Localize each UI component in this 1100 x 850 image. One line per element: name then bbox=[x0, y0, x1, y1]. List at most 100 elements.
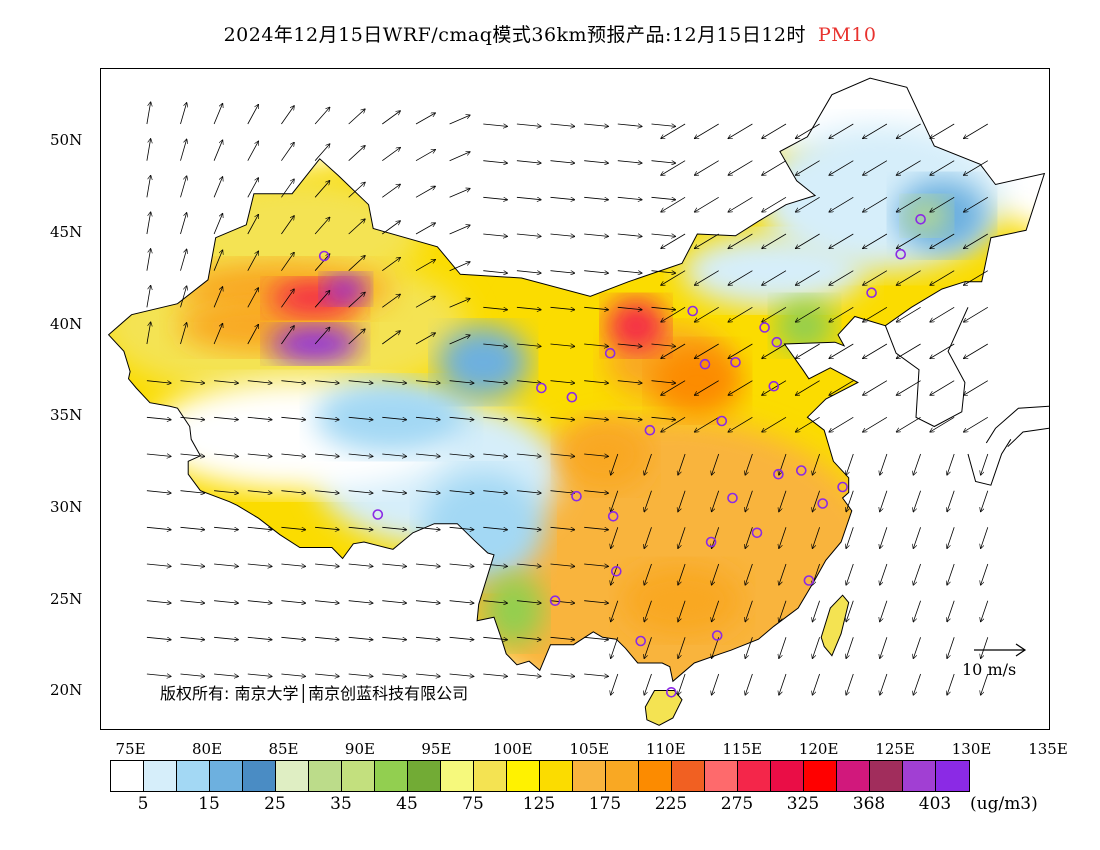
wind-vector bbox=[483, 636, 507, 639]
legend-swatch bbox=[771, 761, 804, 791]
wind-vector bbox=[213, 140, 222, 161]
wind-vector bbox=[779, 600, 787, 622]
wind-vector bbox=[516, 343, 541, 346]
color-legend bbox=[110, 760, 970, 792]
wind-vector bbox=[695, 380, 719, 395]
wind-vector bbox=[146, 526, 171, 529]
wind-vector bbox=[214, 416, 238, 419]
city-site-marker bbox=[727, 492, 738, 504]
wind-vector bbox=[829, 123, 854, 138]
wind-vector bbox=[947, 673, 955, 695]
wind-vector bbox=[745, 490, 753, 512]
wind-vector bbox=[796, 160, 820, 175]
concentration-blob bbox=[620, 564, 744, 638]
wind-vector bbox=[762, 123, 787, 138]
wind-vector bbox=[247, 636, 272, 639]
wind-vector bbox=[813, 453, 820, 475]
wind-vector bbox=[617, 270, 642, 273]
wind-vector bbox=[829, 160, 854, 175]
wind-vector bbox=[651, 416, 676, 419]
legend-label: 15 bbox=[198, 794, 220, 814]
wind-vector bbox=[964, 160, 989, 175]
wind-vector bbox=[449, 299, 470, 308]
wind-vector bbox=[415, 673, 440, 676]
wind-vector bbox=[247, 673, 272, 676]
wind-vector bbox=[678, 490, 686, 512]
wind-vector bbox=[483, 453, 507, 456]
wind-vector bbox=[146, 176, 151, 198]
concentration-blob bbox=[422, 472, 545, 583]
wind-vector bbox=[146, 102, 151, 125]
longitude-label: 115E bbox=[722, 740, 762, 758]
wind-vector bbox=[762, 270, 787, 285]
wind-vector bbox=[651, 233, 676, 236]
latitude-label: 40N bbox=[50, 314, 83, 333]
wind-vector bbox=[180, 453, 205, 456]
wind-vector bbox=[745, 600, 753, 622]
wind-vector bbox=[483, 196, 507, 199]
wind-vector bbox=[712, 563, 720, 585]
wind-vector bbox=[678, 673, 686, 695]
wind-vector bbox=[281, 216, 294, 235]
wind-vector bbox=[762, 380, 787, 395]
wind-vector bbox=[880, 490, 888, 512]
wind-vector bbox=[617, 123, 642, 126]
wind-vector bbox=[813, 527, 820, 548]
wind-vector bbox=[213, 177, 222, 198]
wind-vector bbox=[281, 490, 305, 493]
wind-vector bbox=[314, 254, 330, 271]
wind-vector bbox=[728, 380, 753, 395]
city-site-marker bbox=[604, 347, 616, 359]
wind-vector bbox=[550, 600, 575, 603]
wind-vector bbox=[415, 150, 435, 162]
wind-vector bbox=[779, 563, 787, 585]
wind-vector bbox=[146, 453, 171, 456]
wind-vector bbox=[813, 673, 820, 695]
longitude-label: 95E bbox=[421, 740, 452, 758]
wind-vector bbox=[550, 233, 575, 236]
wind-vector bbox=[695, 343, 719, 358]
legend-swatch bbox=[738, 761, 771, 791]
concentration-blob bbox=[682, 234, 866, 308]
wind-vector bbox=[449, 115, 470, 125]
wind-vector bbox=[382, 380, 406, 383]
wind-vector bbox=[863, 270, 888, 285]
wind-vector bbox=[728, 196, 753, 212]
wind-vector bbox=[348, 526, 373, 529]
wind-vector bbox=[846, 673, 854, 695]
wind-vector bbox=[247, 453, 272, 456]
wind-vector bbox=[964, 196, 989, 212]
wind-vector bbox=[281, 326, 294, 345]
coastline bbox=[884, 307, 969, 428]
wind-vector bbox=[745, 637, 753, 658]
wind-vector bbox=[981, 563, 989, 585]
wind-vector bbox=[728, 343, 753, 358]
wind-vector bbox=[382, 490, 406, 493]
island-outline bbox=[820, 594, 850, 657]
wind-vector bbox=[678, 527, 686, 548]
wind-vector bbox=[584, 270, 608, 273]
wind-vector bbox=[728, 416, 753, 432]
concentration-blob bbox=[903, 197, 950, 235]
wind-vector bbox=[644, 600, 652, 622]
legend-swatch bbox=[837, 761, 870, 791]
wind-vector bbox=[846, 600, 854, 622]
wind-vector bbox=[617, 233, 642, 236]
wind-vectors bbox=[146, 102, 989, 695]
wind-vector bbox=[661, 196, 686, 212]
wind-vector bbox=[897, 196, 921, 212]
wind-vector bbox=[449, 563, 474, 566]
wind-vector bbox=[483, 600, 507, 603]
wind-vector bbox=[382, 221, 400, 235]
wind-vector bbox=[728, 160, 753, 175]
wind-vector bbox=[180, 490, 205, 493]
wind-vector bbox=[678, 637, 686, 658]
wind-vector bbox=[449, 262, 470, 272]
city-site-marker bbox=[372, 509, 384, 520]
wind-vector bbox=[348, 563, 373, 566]
wind-vector bbox=[762, 306, 787, 322]
wind-vector bbox=[516, 453, 541, 456]
wind-vector bbox=[947, 527, 955, 548]
wind-vector bbox=[712, 453, 720, 475]
wind-vector bbox=[382, 636, 406, 639]
